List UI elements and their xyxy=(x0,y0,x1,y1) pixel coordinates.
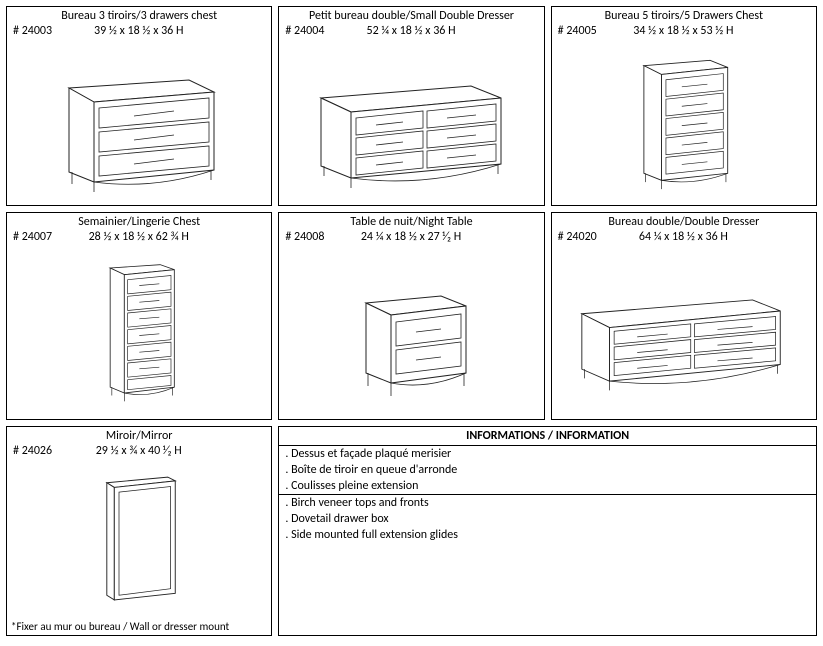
product-dims: 24 ¼ x 18 ½ x 27 ⅟₂ H xyxy=(324,230,497,244)
product-sku: # 24004 xyxy=(285,24,324,38)
product-drawing xyxy=(552,40,816,205)
info-line-en: . Birch veneer tops and fronts xyxy=(279,495,816,511)
info-line-fr: . Boîte de tiroir en queue d'arronde xyxy=(279,462,816,478)
product-card-24020: Bureau double/Double Dresser # 24020 64 … xyxy=(551,212,817,420)
product-card-24008: Table de nuit/Night Table # 24008 24 ¼ x… xyxy=(278,212,544,420)
product-sku: # 24020 xyxy=(558,230,597,244)
product-title: Bureau 3 tiroirs/3 drawers chest xyxy=(7,7,271,23)
product-title: Bureau double/Double Dresser xyxy=(552,213,816,229)
product-drawing xyxy=(7,40,271,205)
product-dims: 28 ½ x 18 ½ x 62 ¾ H xyxy=(52,230,225,244)
info-line-fr: . Coulisses pleine extension xyxy=(279,478,816,495)
product-title: Semainier/Lingerie Chest xyxy=(7,213,271,229)
product-card-24004: Petit bureau double/Small Double Dresser… xyxy=(278,6,544,206)
product-dims: 64 ¼ x 18 ½ x 36 H xyxy=(597,230,770,244)
info-line-en: . Side mounted full extension glides xyxy=(279,527,816,543)
product-dims: 52 ¼ x 18 ½ x 36 H xyxy=(324,24,497,38)
product-dims: 29 ½ x ¾ x 40 ⅟₂ H xyxy=(52,444,225,458)
product-title: Table de nuit/Night Table xyxy=(279,213,543,229)
product-sku: # 24003 xyxy=(13,24,52,38)
product-card-24005: Bureau 5 tiroirs/5 Drawers Chest # 24005… xyxy=(551,6,817,206)
product-drawing xyxy=(552,246,816,419)
info-line-fr: . Dessus et façade plaqué merisier xyxy=(279,446,816,462)
product-sku: # 24008 xyxy=(285,230,324,244)
product-title: Petit bureau double/Small Double Dresser xyxy=(279,7,543,23)
product-dims: 34 ½ x 18 ½ x 53 ½ H xyxy=(597,24,770,38)
product-card-24003: Bureau 3 tiroirs/3 drawers chest # 24003… xyxy=(6,6,272,206)
information-panel: INFORMATIONS / INFORMATION . Dessus et f… xyxy=(278,426,817,636)
info-line-en: . Dovetail drawer box xyxy=(279,511,816,527)
product-card-24026: Miroir/Mirror # 24026 29 ½ x ¾ x 40 ⅟₂ H… xyxy=(6,426,272,636)
product-sku: # 24007 xyxy=(13,230,52,244)
product-drawing xyxy=(279,40,543,205)
product-drawing xyxy=(7,460,271,618)
product-footnote: *Fixer au mur ou bureau / Wall or dresse… xyxy=(7,618,271,635)
product-title: Miroir/Mirror xyxy=(7,427,271,443)
product-sku: # 24026 xyxy=(13,444,52,458)
product-title: Bureau 5 tiroirs/5 Drawers Chest xyxy=(552,7,816,23)
product-dims: 39 ½ x 18 ½ x 36 H xyxy=(52,24,225,38)
product-drawing xyxy=(279,246,543,419)
info-title: INFORMATIONS / INFORMATION xyxy=(279,427,816,446)
product-sku: # 24005 xyxy=(558,24,597,38)
product-drawing xyxy=(7,246,271,419)
product-card-24007: Semainier/Lingerie Chest # 24007 28 ½ x … xyxy=(6,212,272,420)
